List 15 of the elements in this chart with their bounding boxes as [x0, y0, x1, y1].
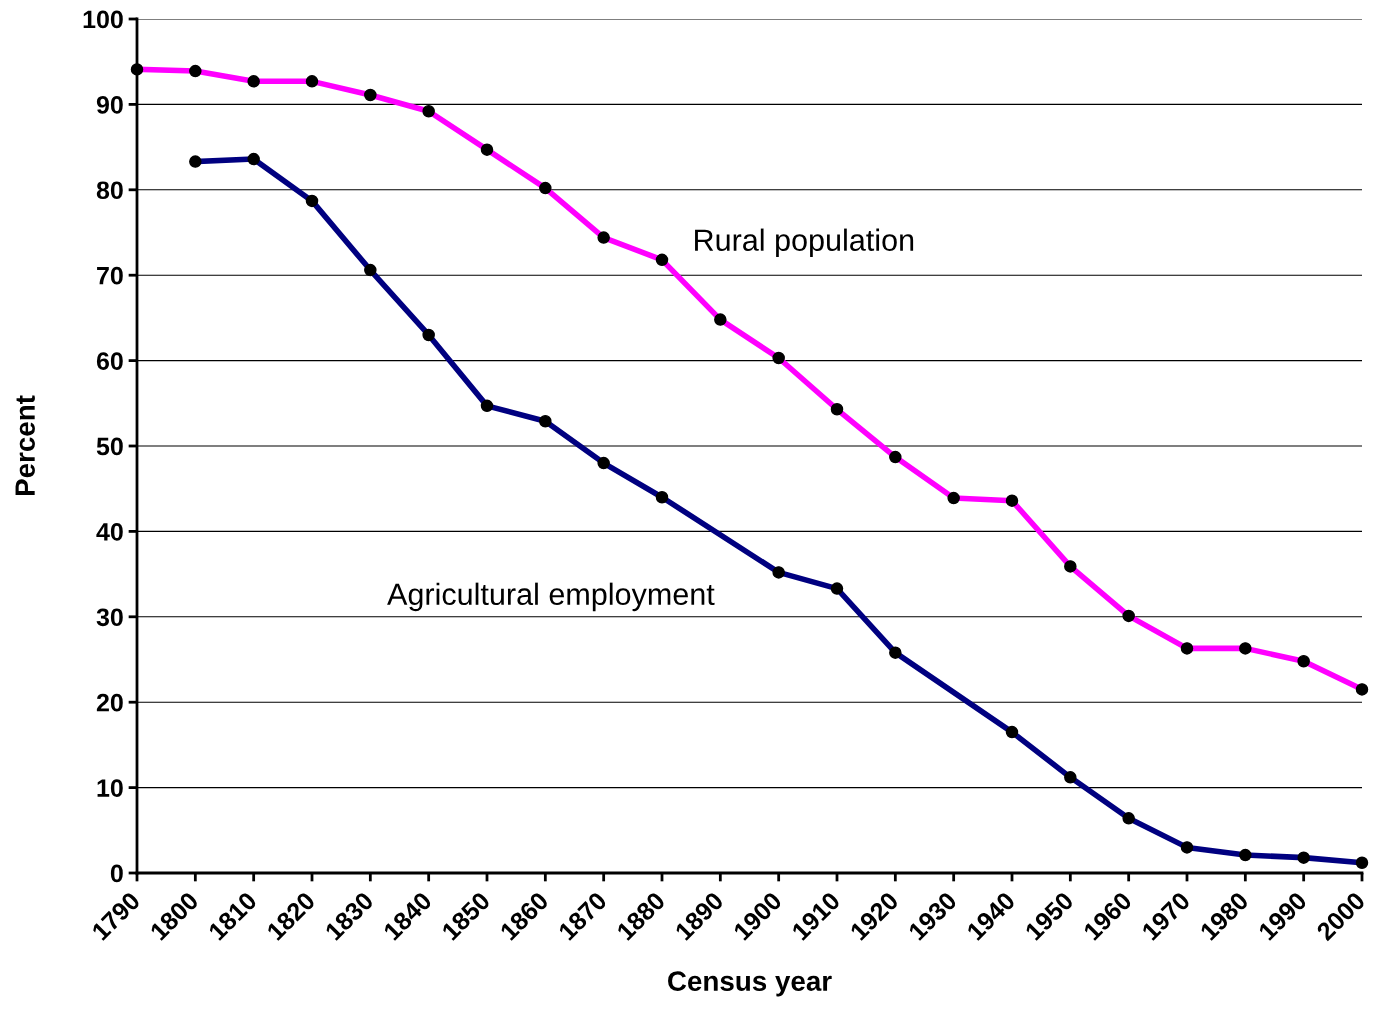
y-tick-label: 20	[96, 693, 123, 712]
y-tick-label: 30	[96, 608, 123, 627]
y-tick-label: 100	[83, 10, 123, 29]
y-tick-label: 50	[96, 437, 123, 456]
y-axis-title: Percent	[15, 395, 35, 496]
y-tick-label: 40	[96, 523, 123, 541]
y-tick-label: 0	[110, 864, 123, 883]
y-tick-label: 60	[96, 352, 123, 370]
x-axis-title: Census year	[668, 971, 832, 997]
y-tick-label: 70	[97, 266, 123, 285]
y-tick-label: 90	[96, 96, 123, 114]
y-tick-label: 10	[97, 779, 123, 797]
series-label: Rural population	[695, 228, 914, 258]
y-tick-label: 80	[96, 181, 123, 200]
series-label: Agricultural employment	[387, 582, 715, 612]
